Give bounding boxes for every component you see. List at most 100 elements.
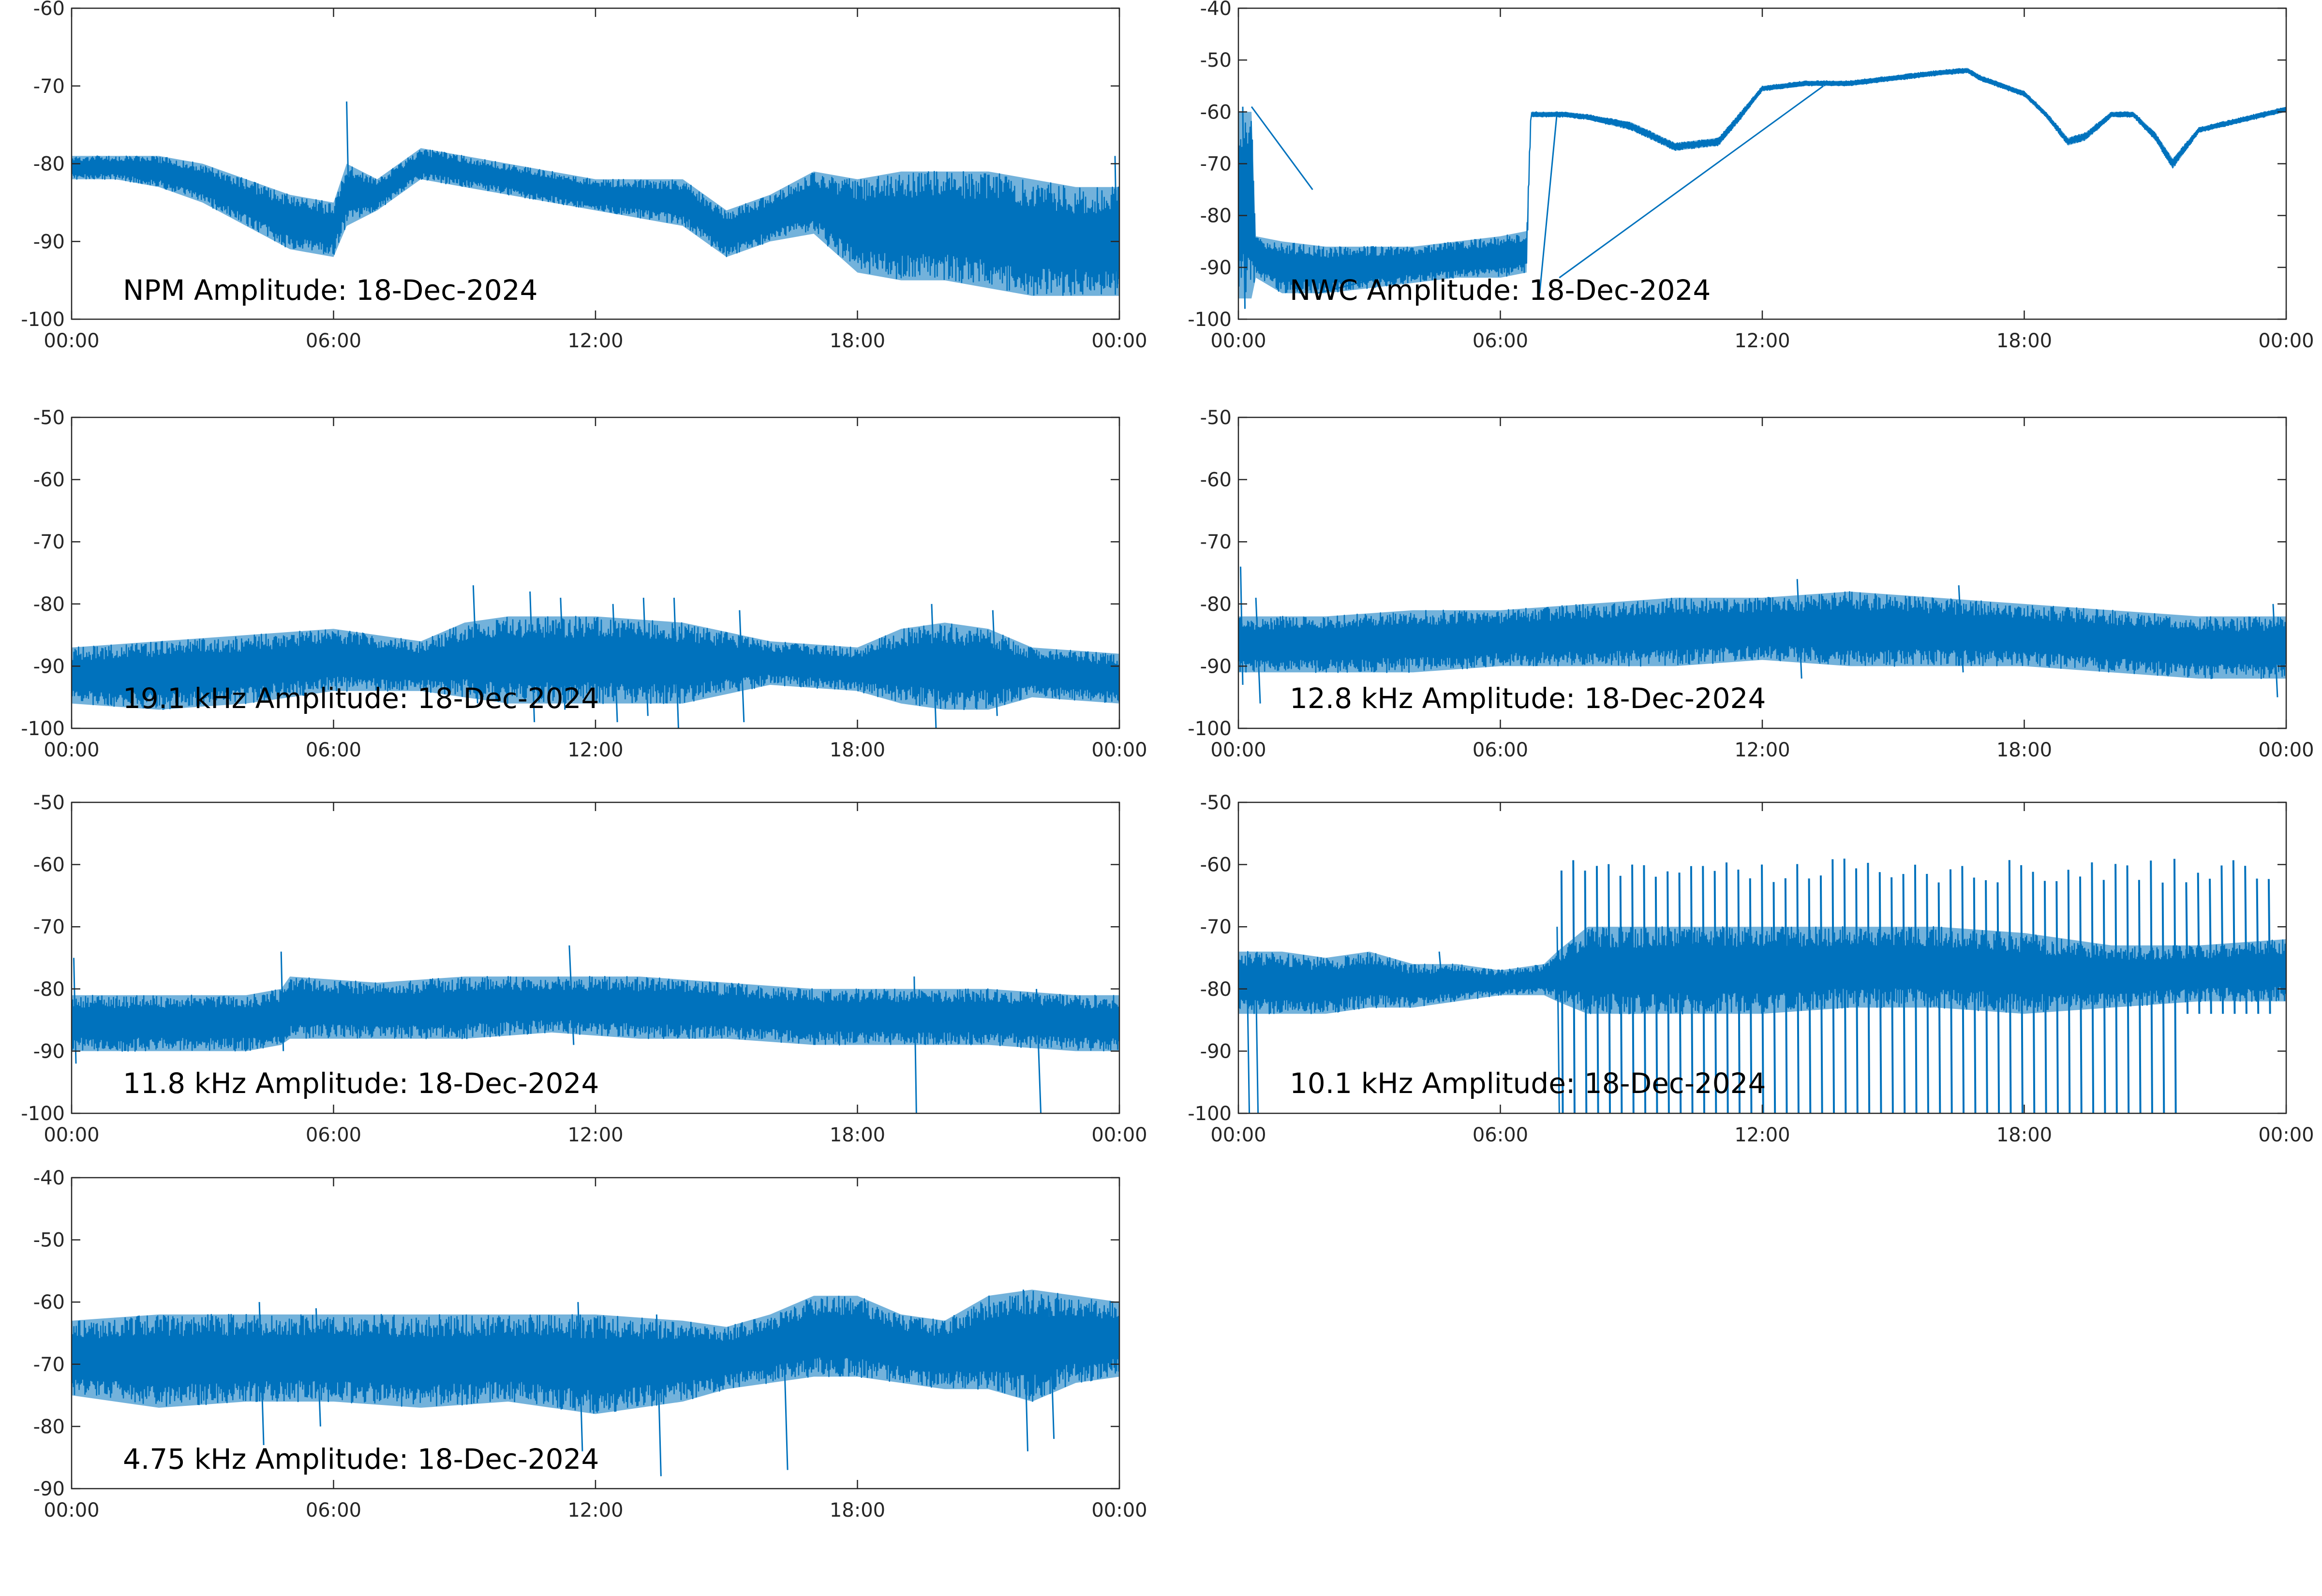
amplitude-burst bbox=[1631, 864, 1635, 1113]
amplitude-burst bbox=[2267, 879, 2271, 1014]
y-tick-label: -70 bbox=[33, 1354, 65, 1376]
amplitude-spike bbox=[1539, 112, 1558, 294]
amplitude-spike bbox=[560, 597, 566, 710]
amplitude-envelope bbox=[1238, 591, 2286, 679]
amplitude-burst bbox=[2067, 870, 2071, 1113]
y-tick-label: -70 bbox=[1200, 153, 1232, 176]
amplitude-spike bbox=[2272, 604, 2278, 697]
amplitude-burst bbox=[1878, 872, 1882, 1113]
y-tick-label: -80 bbox=[1200, 978, 1232, 1001]
x-tick-label: 18:00 bbox=[830, 330, 885, 352]
y-tick-label: -40 bbox=[33, 1167, 65, 1189]
panel-title: 19.1 kHz Amplitude: 18-Dec-2024 bbox=[123, 682, 599, 715]
amplitude-burst bbox=[2209, 878, 2212, 1014]
amplitude-burst bbox=[1784, 878, 1788, 1113]
amplitude-spike bbox=[1049, 1302, 1055, 1439]
amplitude-spike bbox=[642, 597, 649, 716]
y-tick-label: -90 bbox=[33, 231, 65, 253]
y-tick-label: -90 bbox=[33, 1478, 65, 1500]
amplitude-spike bbox=[931, 604, 937, 728]
x-tick-label: 00:00 bbox=[2258, 739, 2314, 761]
amplitude-burst bbox=[1808, 878, 1812, 1113]
amplitude-burst bbox=[2173, 858, 2177, 1113]
amplitude-burst bbox=[2256, 878, 2260, 1014]
x-tick-label: 18:00 bbox=[1996, 739, 2052, 761]
y-tick-label: -90 bbox=[1200, 655, 1232, 678]
amplitude-burst bbox=[1890, 877, 1894, 1113]
amplitude-burst bbox=[1902, 874, 1906, 1113]
amplitude-burst bbox=[1667, 871, 1670, 1113]
x-tick-label: 06:00 bbox=[306, 1124, 361, 1146]
amplitude-burst bbox=[2043, 881, 2047, 1113]
amplitude-spike bbox=[673, 597, 679, 728]
amplitude-burst bbox=[1737, 870, 1741, 1113]
amplitude-burst bbox=[2055, 881, 2059, 1113]
amplitude-spike bbox=[612, 604, 618, 723]
amplitude-spike bbox=[1255, 597, 1261, 704]
amplitude-spike bbox=[1255, 976, 1259, 1113]
y-tick-label: -60 bbox=[1200, 469, 1232, 491]
amplitude-burst bbox=[2008, 860, 2012, 1113]
amplitude-spike bbox=[472, 585, 478, 704]
y-tick-label: -100 bbox=[1188, 1103, 1232, 1125]
amplitude-burst bbox=[2020, 865, 2024, 1113]
x-tick-label: 12:00 bbox=[1734, 1124, 1790, 1146]
amplitude-burst bbox=[2232, 860, 2236, 1014]
y-tick-label: -90 bbox=[33, 1040, 65, 1063]
amplitude-burst bbox=[2079, 876, 2083, 1113]
y-tick-label: -70 bbox=[33, 916, 65, 938]
amplitude-spike bbox=[1559, 85, 1824, 279]
amplitude-spike bbox=[568, 945, 575, 1045]
y-tick-label: -100 bbox=[21, 309, 65, 331]
amplitude-burst bbox=[1937, 882, 1941, 1113]
amplitude-spike bbox=[1438, 951, 1444, 1002]
panel-title: 10.1 kHz Amplitude: 18-Dec-2024 bbox=[1290, 1067, 1766, 1100]
y-tick-label: -80 bbox=[1200, 593, 1232, 616]
amplitude-spike bbox=[577, 1302, 583, 1451]
x-tick-label: 00:00 bbox=[44, 739, 99, 761]
panel-title: NPM Amplitude: 18-Dec-2024 bbox=[123, 274, 538, 307]
y-tick-label: -60 bbox=[33, 1291, 65, 1314]
y-tick-label: -100 bbox=[1188, 718, 1232, 740]
panel-title: 12.8 kHz Amplitude: 18-Dec-2024 bbox=[1290, 682, 1766, 715]
x-tick-label: 00:00 bbox=[1091, 330, 1147, 352]
y-tick-label: -50 bbox=[1200, 792, 1232, 814]
x-tick-label: 00:00 bbox=[44, 330, 99, 352]
amplitude-burst bbox=[1643, 865, 1647, 1113]
amplitude-spike bbox=[1796, 579, 1802, 679]
amplitude-burst bbox=[1772, 882, 1776, 1113]
amplitude-spike bbox=[913, 976, 917, 1113]
x-tick-label: 18:00 bbox=[1996, 1124, 2052, 1146]
amplitude-spike bbox=[346, 101, 350, 210]
amplitude-envelope bbox=[72, 148, 1119, 296]
amplitude-burst bbox=[1572, 860, 1576, 1113]
x-tick-label: 00:00 bbox=[1091, 739, 1147, 761]
x-tick-label: 18:00 bbox=[830, 1499, 885, 1522]
x-tick-label: 12:00 bbox=[1734, 739, 1790, 761]
amplitude-burst bbox=[1619, 875, 1623, 1113]
amplitude-spike bbox=[739, 610, 745, 723]
amplitude-spike bbox=[1317, 240, 1527, 294]
4-75-khz-amplitude-panel: -90 -80 -70 -60 -50 -40 00:00 06:00 12:00 18:00 00… bbox=[33, 1167, 1147, 1522]
x-tick-label: 12:00 bbox=[567, 739, 623, 761]
x-tick-label: 00:00 bbox=[2258, 330, 2314, 352]
amplitude-spike bbox=[1246, 970, 1250, 1113]
amplitude-burst bbox=[1843, 858, 1847, 1113]
x-tick-label: 12:00 bbox=[567, 1124, 623, 1146]
x-tick-label: 06:00 bbox=[306, 739, 361, 761]
y-tick-label: -90 bbox=[33, 655, 65, 678]
x-tick-label: 06:00 bbox=[1473, 739, 1528, 761]
x-tick-label: 00:00 bbox=[1210, 739, 1266, 761]
x-tick-label: 00:00 bbox=[44, 1124, 99, 1146]
y-tick-label: -70 bbox=[33, 75, 65, 98]
amplitude-burst bbox=[2091, 862, 2095, 1113]
amplitude-burst bbox=[2032, 872, 2036, 1113]
x-tick-label: 06:00 bbox=[1473, 330, 1528, 352]
amplitude-burst bbox=[1961, 866, 1965, 1113]
amplitude-burst bbox=[2185, 882, 2189, 1014]
x-tick-label: 00:00 bbox=[44, 1499, 99, 1522]
x-tick-label: 06:00 bbox=[306, 330, 361, 352]
amplitude-spike bbox=[782, 1320, 789, 1470]
y-tick-label: -100 bbox=[21, 718, 65, 740]
panel-title: 11.8 kHz Amplitude: 18-Dec-2024 bbox=[123, 1067, 599, 1100]
